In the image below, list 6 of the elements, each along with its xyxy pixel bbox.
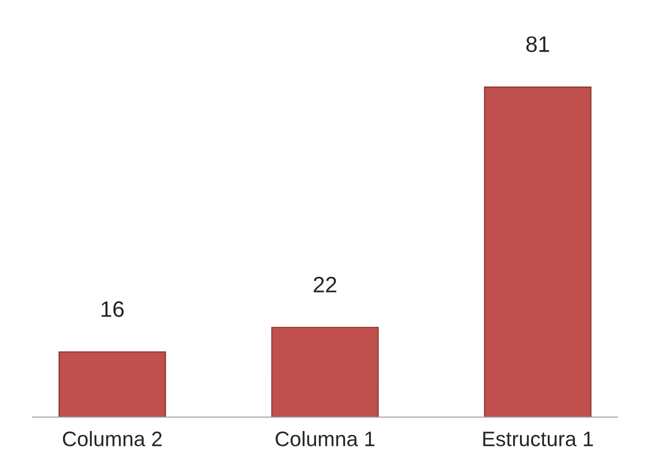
x-tick-label: Columna 1: [276, 431, 374, 446]
x-tick-label: Estructura 1: [483, 432, 593, 446]
x-tick-label: Columna 2: [62, 431, 162, 446]
data-label: 22: [314, 276, 336, 292]
data-label: 81: [526, 36, 550, 52]
data-label: 16: [102, 301, 124, 317]
